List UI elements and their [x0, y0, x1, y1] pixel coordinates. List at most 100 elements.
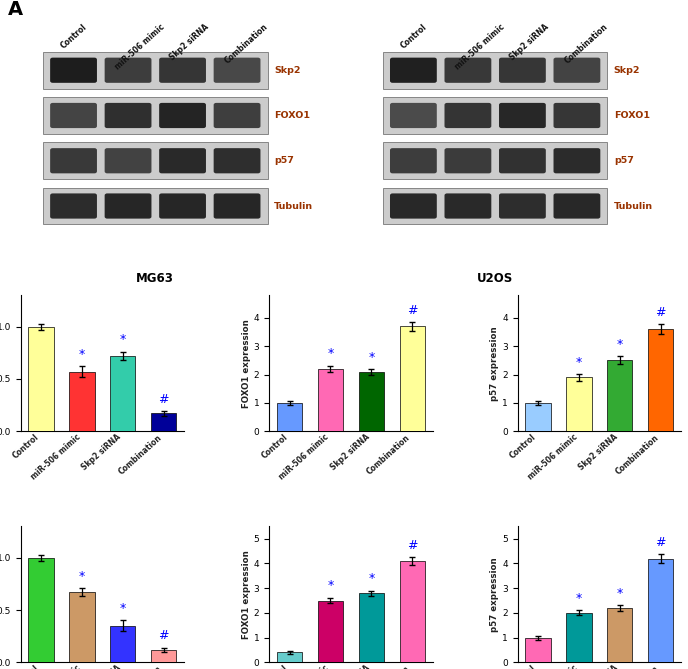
Text: Control: Control	[399, 23, 429, 51]
FancyBboxPatch shape	[390, 58, 437, 83]
Bar	[69, 592, 95, 662]
Text: p57: p57	[274, 157, 294, 165]
FancyBboxPatch shape	[390, 103, 437, 128]
Bar	[566, 613, 592, 662]
Text: Skp2: Skp2	[614, 66, 641, 75]
Bar	[43, 142, 268, 179]
Text: #: #	[656, 306, 666, 318]
FancyBboxPatch shape	[214, 58, 261, 83]
Bar	[400, 326, 425, 432]
Bar	[43, 52, 268, 88]
Bar	[526, 638, 550, 662]
Bar	[277, 403, 302, 432]
Text: Skp2 siRNA: Skp2 siRNA	[508, 23, 550, 62]
FancyBboxPatch shape	[554, 193, 601, 219]
Bar	[358, 593, 384, 662]
Bar	[318, 601, 343, 662]
Text: Tubulin: Tubulin	[614, 201, 653, 211]
Text: *: *	[616, 338, 623, 351]
Y-axis label: p57 expression: p57 expression	[491, 326, 499, 401]
FancyBboxPatch shape	[499, 58, 546, 83]
Text: #: #	[158, 393, 169, 406]
Bar	[648, 559, 674, 662]
Text: *: *	[576, 356, 582, 369]
Text: *: *	[616, 587, 623, 599]
Text: miR-506 mimic: miR-506 mimic	[114, 23, 166, 72]
Text: #: #	[656, 536, 666, 549]
FancyBboxPatch shape	[444, 103, 491, 128]
FancyBboxPatch shape	[105, 58, 151, 83]
Text: Skp2 siRNA: Skp2 siRNA	[168, 23, 211, 62]
FancyBboxPatch shape	[214, 103, 261, 128]
Bar	[110, 356, 136, 432]
Text: miR-506 mimic: miR-506 mimic	[453, 23, 506, 72]
FancyBboxPatch shape	[444, 58, 491, 83]
Bar	[28, 326, 54, 432]
FancyBboxPatch shape	[159, 58, 206, 83]
FancyBboxPatch shape	[159, 148, 206, 173]
FancyBboxPatch shape	[214, 193, 261, 219]
Bar	[526, 403, 550, 432]
Text: U2OS: U2OS	[477, 272, 513, 285]
Text: *: *	[327, 347, 334, 360]
Y-axis label: FOXO1 expression: FOXO1 expression	[242, 319, 251, 407]
Text: A: A	[8, 1, 23, 19]
Text: Combination: Combination	[223, 23, 270, 66]
Bar	[383, 188, 608, 224]
Text: FOXO1: FOXO1	[274, 111, 310, 120]
Bar	[318, 369, 343, 432]
FancyBboxPatch shape	[50, 148, 97, 173]
FancyBboxPatch shape	[554, 103, 601, 128]
FancyBboxPatch shape	[390, 148, 437, 173]
Bar	[69, 372, 95, 432]
Bar	[151, 413, 176, 432]
Text: *: *	[368, 351, 374, 363]
Text: Control: Control	[59, 23, 89, 51]
FancyBboxPatch shape	[50, 58, 97, 83]
Text: Combination: Combination	[563, 23, 610, 66]
Bar	[28, 558, 54, 662]
Text: MG63: MG63	[136, 272, 174, 285]
FancyBboxPatch shape	[50, 193, 97, 219]
Bar	[383, 142, 608, 179]
Text: #: #	[407, 539, 418, 552]
Text: *: *	[79, 569, 85, 583]
Bar	[566, 377, 592, 432]
FancyBboxPatch shape	[159, 193, 206, 219]
Text: *: *	[79, 348, 85, 361]
Y-axis label: p57 expression: p57 expression	[491, 557, 499, 632]
Bar	[648, 329, 674, 432]
Text: #: #	[158, 630, 169, 642]
Text: #: #	[407, 304, 418, 317]
Text: FOXO1: FOXO1	[614, 111, 649, 120]
FancyBboxPatch shape	[159, 103, 206, 128]
Text: *: *	[576, 592, 582, 605]
Text: *: *	[120, 333, 126, 347]
Y-axis label: FOXO1 expression: FOXO1 expression	[242, 550, 251, 639]
FancyBboxPatch shape	[105, 103, 151, 128]
Text: *: *	[327, 579, 334, 592]
FancyBboxPatch shape	[105, 193, 151, 219]
FancyBboxPatch shape	[214, 148, 261, 173]
FancyBboxPatch shape	[499, 148, 546, 173]
Text: Tubulin: Tubulin	[274, 201, 313, 211]
FancyBboxPatch shape	[105, 148, 151, 173]
Bar	[277, 652, 302, 662]
Bar	[151, 650, 176, 662]
FancyBboxPatch shape	[554, 148, 601, 173]
FancyBboxPatch shape	[390, 193, 437, 219]
Text: p57: p57	[614, 157, 634, 165]
Bar	[43, 188, 268, 224]
FancyBboxPatch shape	[499, 103, 546, 128]
Text: *: *	[368, 572, 374, 585]
Bar	[400, 561, 425, 662]
Bar	[607, 608, 632, 662]
Bar	[110, 626, 136, 662]
Bar	[383, 52, 608, 88]
Bar	[43, 97, 268, 134]
FancyBboxPatch shape	[444, 148, 491, 173]
Bar	[358, 372, 384, 432]
Text: Skp2: Skp2	[274, 66, 301, 75]
FancyBboxPatch shape	[499, 193, 546, 219]
FancyBboxPatch shape	[444, 193, 491, 219]
